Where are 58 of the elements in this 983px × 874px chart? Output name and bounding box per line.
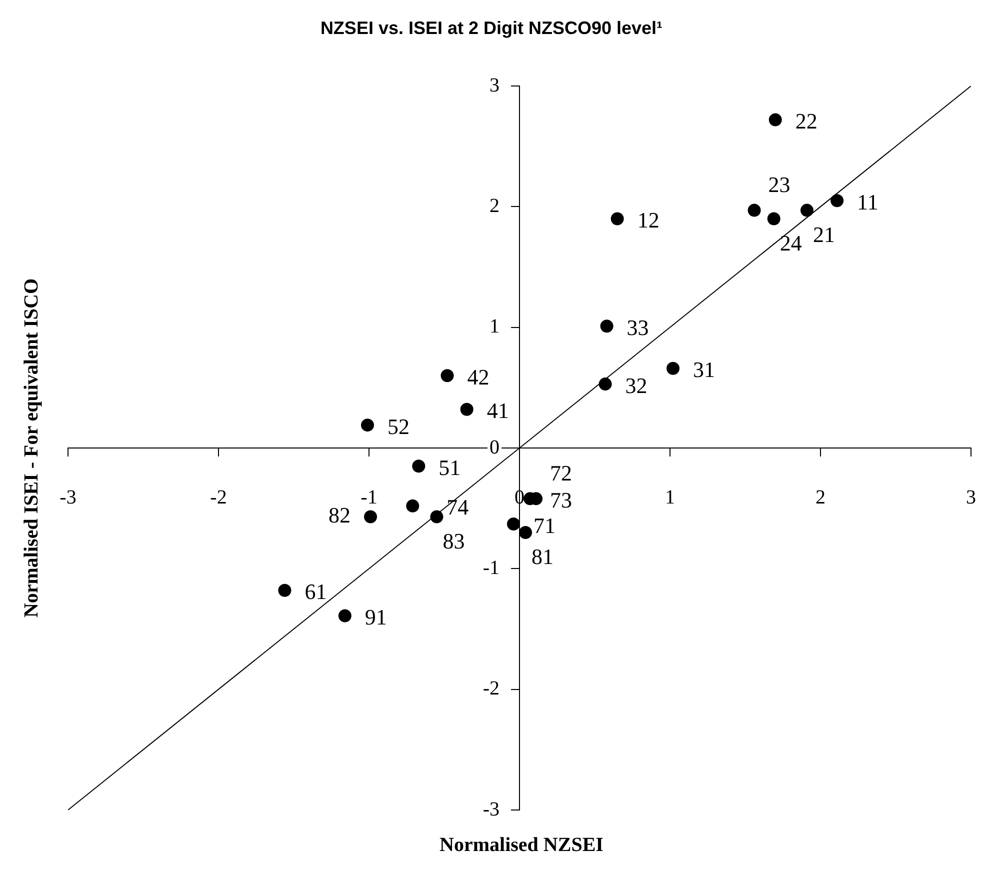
point (610, 212, 624, 226)
y-tick-label: -3 (482, 798, 500, 820)
annotation: 31 (693, 357, 716, 382)
annotation: 32 (625, 372, 648, 398)
annotation: 11 (857, 189, 878, 214)
annotation: 72 (550, 460, 572, 486)
point (338, 609, 352, 622)
annotation: 82 (328, 502, 351, 528)
y-axis-title: Normalised ISEI - For equivalent ISCO (20, 278, 44, 618)
point (430, 510, 444, 524)
point (506, 518, 520, 531)
y-tick-label: 3 (490, 74, 500, 96)
annotation: 41 (486, 398, 509, 424)
x-tick-label: -3 (60, 486, 76, 508)
point (360, 418, 374, 432)
annotation: 51 (438, 454, 461, 480)
annotation: 33 (626, 314, 649, 340)
point (666, 362, 680, 375)
annotation: 61 (304, 579, 327, 604)
annotation: 21 (812, 222, 835, 248)
chart-title: NZSEI vs. ISEI at 2 Digit NZSCO90 level¹ (319, 18, 664, 39)
annotation: 71 (533, 512, 556, 538)
point (600, 320, 614, 333)
x-tick-label: -2 (210, 486, 227, 508)
y-tick-label: 1 (490, 316, 500, 338)
point (412, 460, 426, 473)
point (598, 378, 612, 391)
annotation: 83 (442, 528, 465, 554)
y-tick-label: -1 (482, 556, 500, 579)
point (768, 113, 782, 126)
x-tick-label: 2 (816, 486, 826, 508)
point (440, 369, 454, 382)
annotation: 22 (795, 108, 818, 134)
point (460, 402, 474, 416)
annotation: 12 (637, 208, 660, 233)
y-tick-label: 2 (490, 194, 500, 217)
annotation: 91 (364, 604, 387, 630)
y-tick-label: 0 (490, 436, 500, 458)
annotation: 81 (532, 544, 554, 570)
y-tick-label: -2 (482, 678, 500, 700)
point (406, 499, 420, 512)
annotation: 23 (768, 172, 790, 198)
point (830, 194, 844, 208)
x-tick-label: -1 (360, 486, 378, 508)
annotation: 42 (467, 364, 490, 390)
point (364, 510, 378, 524)
x-tick-label: 1 (665, 486, 675, 508)
x-tick-label: 3 (966, 486, 976, 508)
point (800, 204, 814, 217)
annotation: 24 (780, 230, 802, 256)
x-axis-title: Normalised NZSEI (438, 834, 604, 857)
annotation: 52 (387, 414, 410, 439)
point (748, 204, 761, 217)
annotation: 74 (446, 494, 469, 520)
point (767, 212, 780, 226)
point (278, 584, 292, 597)
annotation: 73 (550, 487, 572, 512)
point (519, 526, 532, 539)
